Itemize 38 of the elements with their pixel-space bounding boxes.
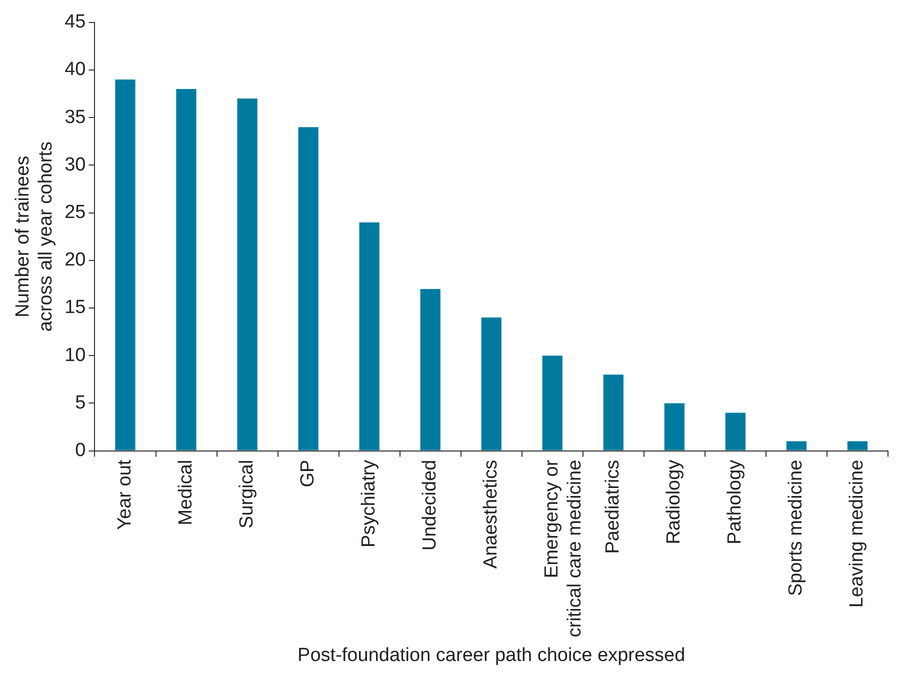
x-tick-label: Year out: [114, 459, 136, 530]
bar: [359, 222, 380, 450]
x-tick-label: Anaesthetics: [480, 460, 502, 569]
x-tick-label: Leaving medicine: [846, 460, 868, 608]
y-tick-label: 25: [64, 202, 86, 224]
bar: [176, 89, 196, 450]
x-tick-label: Radiology: [664, 459, 685, 544]
y-tick-label: 35: [64, 106, 86, 128]
x-tick-label: Surgical: [236, 460, 258, 528]
x-tick-label: Pathology: [724, 459, 746, 544]
y-tick-label: 5: [75, 392, 86, 414]
bar: [603, 374, 624, 450]
bar: [847, 441, 868, 450]
bar: [786, 441, 807, 450]
bar: [115, 80, 136, 450]
bar: [664, 403, 684, 450]
x-tick-label: Psychiatry: [358, 459, 380, 548]
x-axis-title: Post-foundation career path choice expressed: [298, 644, 686, 666]
x-tick-label: Undecided: [420, 460, 441, 551]
bar: [481, 318, 502, 450]
y-tick-label: 40: [64, 59, 86, 80]
y-axis-title: Number of trainees across all year cohorts: [12, 142, 56, 332]
x-tick-label: Emergency or critical care medicine: [542, 459, 586, 638]
y-tick-label: 45: [64, 12, 86, 33]
x-tick-label: GP: [298, 460, 319, 488]
x-tick-label: Sports medicine: [786, 460, 807, 596]
x-tick-label: Medical: [176, 460, 196, 526]
bar: [542, 356, 562, 450]
y-tick-label: 20: [64, 250, 86, 271]
y-tick-label: 0: [75, 440, 86, 462]
y-tick-label: 10: [64, 344, 86, 366]
bar: [420, 288, 440, 450]
bar: [725, 412, 746, 450]
x-tick-label: Paediatrics: [602, 460, 624, 554]
y-tick-label: 30: [64, 154, 86, 176]
bar: [298, 127, 318, 450]
bar: [237, 98, 258, 450]
y-tick-label: 15: [64, 297, 86, 318]
